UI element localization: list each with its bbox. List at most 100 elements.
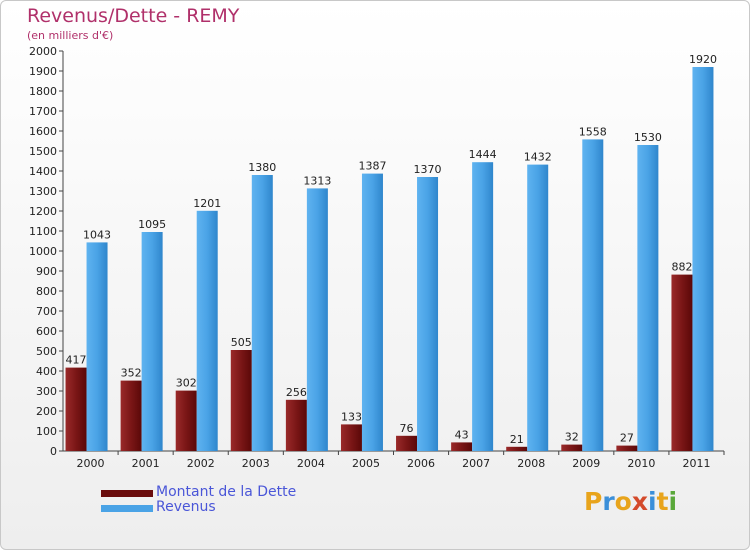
x-tick-label: 2010 [627, 457, 655, 470]
y-tick-label: 1700 [29, 105, 57, 118]
y-tick-label: 1400 [29, 165, 57, 178]
value-label-revenus: 1313 [303, 174, 331, 187]
x-tick-label: 2008 [517, 457, 545, 470]
value-label-revenus: 1444 [469, 148, 497, 161]
chart-subtitle: (en milliers d'€) [27, 29, 114, 42]
bar-debt [616, 445, 638, 451]
value-label-debt: 43 [455, 428, 469, 441]
y-tick-label: 900 [36, 265, 57, 278]
y-tick-label: 1600 [29, 125, 57, 138]
y-tick-label: 1100 [29, 225, 57, 238]
value-label-debt: 256 [286, 386, 307, 399]
y-tick-label: 600 [36, 325, 57, 338]
y-tick-label: 700 [36, 305, 57, 318]
bar-revenus [361, 173, 383, 451]
bar-debt [65, 367, 87, 451]
bar-revenus [141, 232, 163, 451]
logo-letter: x [631, 487, 648, 516]
bar-debt [340, 424, 362, 451]
bar-revenus [251, 175, 273, 451]
x-tick-label: 2007 [462, 457, 490, 470]
bar-debt [120, 380, 142, 451]
value-label-debt: 32 [565, 431, 579, 444]
bar-revenus [196, 210, 218, 451]
x-tick-label: 2000 [77, 457, 105, 470]
logo-letter: r [602, 487, 615, 516]
bar-revenus [472, 162, 494, 451]
value-label-debt: 76 [400, 422, 414, 435]
value-label-revenus: 1387 [358, 160, 386, 173]
value-label-revenus: 1558 [579, 125, 607, 138]
bar-debt [230, 350, 252, 451]
value-labels: 417 1043 352 1095 302 1201 505 1380 256 1313 133 13… [66, 53, 717, 446]
value-label-debt: 133 [341, 410, 362, 423]
bar-revenus [637, 145, 659, 451]
legend-label-debt: Montant de la Dette [156, 484, 297, 500]
bar-debt [175, 390, 197, 451]
x-tick-label: 2004 [297, 457, 325, 470]
bar-revenus [417, 177, 439, 451]
axes: 0 100 200 300 400 500 600 700 800 900 1000 1100 1200… [29, 45, 725, 470]
x-tick-label: 2003 [242, 457, 270, 470]
y-tick-label: 500 [36, 345, 57, 358]
legend-label-revenus: Revenus [156, 499, 216, 515]
x-tick-label: 2006 [407, 457, 435, 470]
value-label-debt: 882 [671, 261, 692, 274]
logo-letter: i [668, 487, 678, 516]
proxiti-logo: Proxiti [584, 487, 677, 516]
value-label-revenus: 1380 [248, 161, 276, 174]
x-tick-label: 2011 [682, 457, 710, 470]
bar-revenus [692, 67, 714, 451]
value-label-debt: 27 [620, 432, 634, 445]
value-label-debt: 21 [510, 433, 524, 446]
value-label-revenus: 1920 [689, 53, 717, 66]
value-label-revenus: 1370 [414, 163, 442, 176]
value-label-debt: 417 [66, 354, 87, 367]
bar-revenus [527, 164, 549, 451]
value-label-revenus: 1432 [524, 151, 552, 164]
y-tick-label: 2000 [29, 45, 57, 58]
y-tick-label: 1500 [29, 145, 57, 158]
bar-revenus [582, 139, 604, 451]
y-tick-label: 1200 [29, 205, 57, 218]
y-tick-label: 1800 [29, 85, 57, 98]
y-tick-label: 200 [36, 405, 57, 418]
bar-revenus [306, 188, 328, 451]
x-tick-label: 2001 [132, 457, 160, 470]
y-tick-label: 300 [36, 385, 57, 398]
value-label-debt: 505 [231, 336, 252, 349]
value-label-revenus: 1201 [193, 197, 221, 210]
y-tick-label: 800 [36, 285, 57, 298]
value-label-debt: 302 [176, 377, 197, 390]
bar-debt [506, 446, 528, 451]
value-label-revenus: 1095 [138, 218, 166, 231]
bar-debt [451, 442, 473, 451]
y-tick-label: 100 [36, 425, 57, 438]
logo-letter: o [614, 487, 632, 516]
bar-debt [396, 435, 418, 451]
y-tick-label: 400 [36, 365, 57, 378]
bar-revenus [86, 242, 108, 451]
logo-letter: P [584, 487, 603, 516]
chart-title: Revenus/Dette - REMY [27, 5, 240, 27]
bars [65, 67, 714, 451]
x-tick-label: 2005 [352, 457, 380, 470]
y-tick-label: 1300 [29, 185, 57, 198]
logo-letter: t [656, 487, 669, 516]
bar-debt [285, 399, 307, 451]
bar-debt [671, 274, 693, 451]
y-tick-label: 1000 [29, 245, 57, 258]
value-label-revenus: 1043 [83, 228, 111, 241]
legend-swatch-debt [101, 490, 153, 497]
value-label-debt: 352 [121, 367, 142, 380]
legend-swatch-revenus [101, 505, 153, 512]
value-label-revenus: 1530 [634, 131, 662, 144]
y-tick-label: 0 [50, 445, 57, 458]
x-tick-label: 2009 [572, 457, 600, 470]
logo-letter: i [648, 487, 657, 516]
x-tick-label: 2002 [187, 457, 215, 470]
y-tick-label: 1900 [29, 65, 57, 78]
bar-debt [561, 444, 583, 451]
